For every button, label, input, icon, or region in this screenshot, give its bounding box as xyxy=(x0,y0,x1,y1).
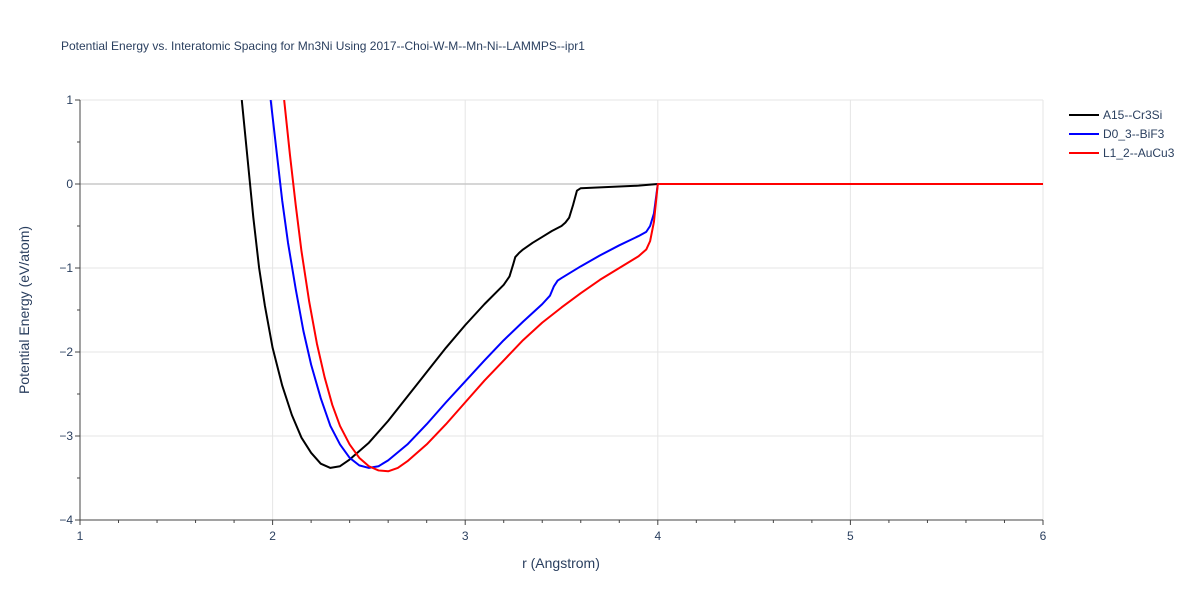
x-tick-label: 1 xyxy=(77,529,84,543)
y-tick-label: 1 xyxy=(66,93,73,107)
x-tick-label: 2 xyxy=(269,529,276,543)
series-lines xyxy=(240,100,1043,473)
y-tick-label: −2 xyxy=(59,345,73,359)
y-tick-labels: −4 −3 −2 −1 0 1 xyxy=(59,93,73,527)
legend-label: D0_3--BiF3 xyxy=(1103,127,1165,141)
series-line-2 xyxy=(283,100,1043,473)
x-tick-labels: 1 2 3 4 5 6 xyxy=(77,529,1047,543)
grid-lines xyxy=(80,99,1044,520)
x-tick-label: 4 xyxy=(654,529,661,543)
legend-item-2[interactable]: L1_2--AuCu3 xyxy=(1069,146,1175,160)
y-tick-label: −4 xyxy=(59,513,73,527)
legend-item-0[interactable]: A15--Cr3Si xyxy=(1069,108,1162,122)
y-tick-label: 0 xyxy=(66,177,73,191)
legend-item-1[interactable]: D0_3--BiF3 xyxy=(1069,127,1165,141)
x-tick-label: 5 xyxy=(847,529,854,543)
y-tick-label: −3 xyxy=(59,429,73,443)
x-tick-label: 3 xyxy=(462,529,469,543)
y-tick-label: −1 xyxy=(59,261,73,275)
y-axis-title: Potential Energy (eV/atom) xyxy=(16,226,32,394)
x-tick-label: 6 xyxy=(1040,529,1047,543)
axes xyxy=(75,99,1044,525)
chart-title: Potential Energy vs. Interatomic Spacing… xyxy=(61,39,585,53)
x-axis-title: r (Angstrom) xyxy=(522,555,600,571)
legend[interactable]: A15--Cr3Si D0_3--BiF3 L1_2--AuCu3 xyxy=(1069,108,1175,160)
series-line-1 xyxy=(269,100,1043,469)
legend-label: A15--Cr3Si xyxy=(1103,108,1162,122)
legend-label: L1_2--AuCu3 xyxy=(1103,146,1175,160)
series-line-0 xyxy=(240,100,1043,469)
